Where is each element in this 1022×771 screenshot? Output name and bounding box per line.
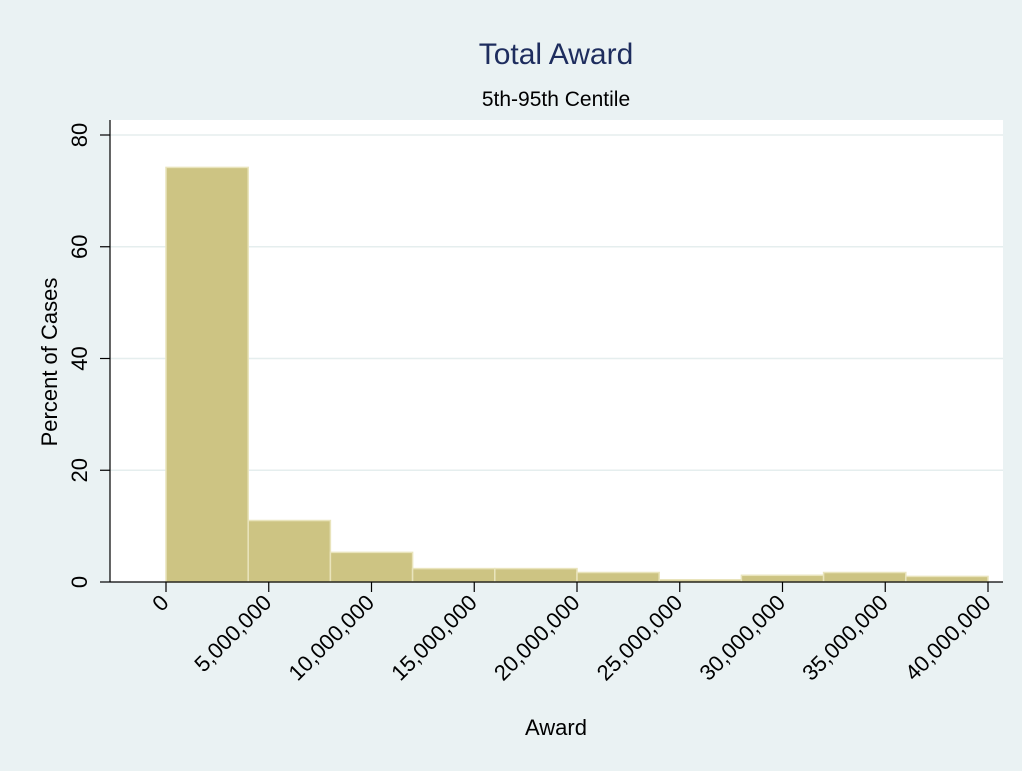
- histogram-bar: [247, 519, 332, 583]
- histogram-bar: [740, 574, 825, 583]
- histogram-bar: [411, 567, 496, 583]
- gridlines: [110, 134, 1003, 471]
- y-tick-label: 20: [67, 458, 92, 482]
- histogram-bar: [905, 575, 989, 583]
- histogram-bar: [576, 571, 660, 583]
- histogram-bar: [822, 571, 907, 583]
- histogram-bar: [494, 567, 578, 583]
- x-axis-label: Award: [525, 715, 587, 740]
- y-tick-label: 0: [67, 576, 92, 588]
- histogram-bar: [165, 166, 249, 583]
- y-tick-label: 40: [67, 346, 92, 370]
- chart-title: Total Award: [479, 38, 634, 71]
- axes: [100, 120, 1003, 592]
- y-tick-label: 80: [67, 123, 92, 147]
- y-tick-label: 60: [67, 235, 92, 259]
- y-axis-label: Percent of Cases: [37, 278, 62, 447]
- histogram-bar: [329, 551, 414, 583]
- chart-subtitle: 5th-95th Centile: [482, 88, 630, 111]
- plot-area: [110, 120, 1003, 582]
